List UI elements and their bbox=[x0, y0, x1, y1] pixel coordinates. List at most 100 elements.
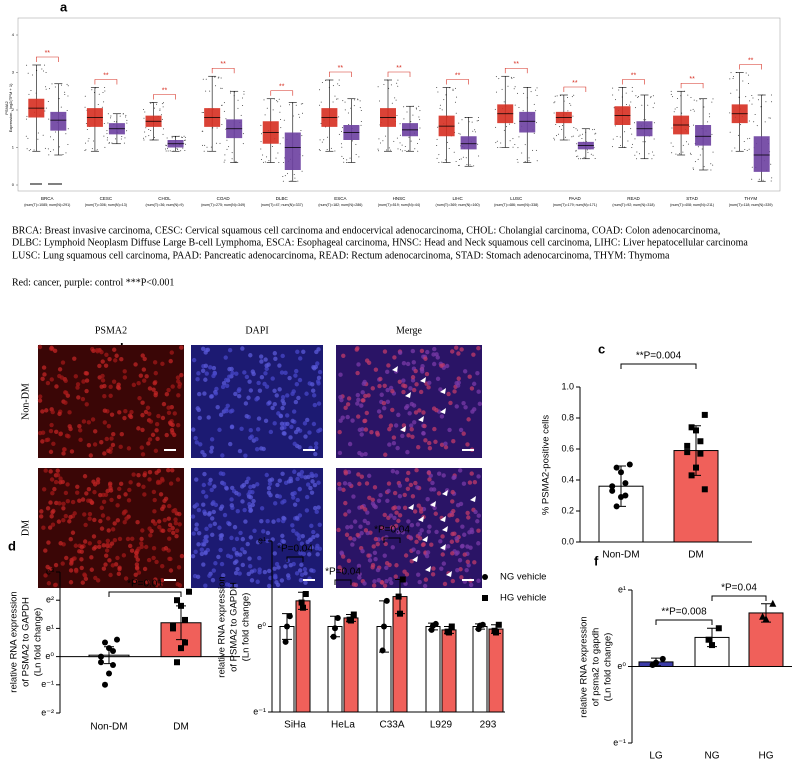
cell bbox=[292, 441, 297, 447]
cell bbox=[141, 484, 146, 489]
sample-dot bbox=[770, 163, 772, 165]
cell bbox=[454, 345, 459, 350]
cell bbox=[315, 543, 320, 549]
data-point bbox=[759, 612, 767, 620]
cell bbox=[346, 558, 352, 564]
cell bbox=[307, 430, 312, 435]
cell bbox=[280, 353, 285, 359]
cell bbox=[305, 482, 311, 487]
cell bbox=[195, 574, 201, 580]
data-point bbox=[170, 625, 176, 632]
cell bbox=[58, 476, 63, 481]
micrograph bbox=[38, 467, 185, 588]
cell bbox=[82, 572, 87, 577]
cell bbox=[280, 518, 286, 524]
sample-dot bbox=[260, 159, 262, 161]
sample-dot bbox=[503, 129, 505, 131]
cell bbox=[245, 541, 250, 547]
cell bbox=[112, 537, 118, 543]
legend-marker bbox=[482, 574, 488, 580]
sample-dot bbox=[630, 101, 632, 103]
cell bbox=[224, 486, 229, 491]
cell bbox=[431, 487, 437, 492]
cell bbox=[450, 349, 455, 354]
cell bbox=[106, 516, 111, 521]
micrograph bbox=[37, 344, 184, 458]
cell bbox=[84, 491, 89, 496]
cell bbox=[140, 412, 145, 418]
cell bbox=[406, 519, 411, 524]
panel-letter: f bbox=[594, 553, 599, 568]
cell bbox=[430, 572, 436, 577]
cell bbox=[91, 534, 97, 539]
cell bbox=[394, 563, 399, 568]
sample-dot bbox=[729, 112, 731, 114]
cell bbox=[431, 406, 437, 411]
cell bbox=[259, 375, 265, 380]
x-tick-label: STAD bbox=[686, 196, 698, 201]
cell bbox=[139, 541, 144, 546]
cell bbox=[459, 575, 464, 580]
cell bbox=[266, 485, 272, 491]
sample-dot bbox=[571, 136, 573, 138]
sample-dot bbox=[614, 125, 616, 127]
footnote: DLBC: Lymphoid Neoplasm Diffuse Large B-… bbox=[12, 237, 748, 248]
sample-dot bbox=[30, 89, 32, 91]
sample-dot bbox=[631, 143, 633, 145]
sample-dot bbox=[501, 88, 503, 90]
significance-bracket bbox=[211, 67, 235, 74]
significance-label: ** bbox=[514, 61, 520, 68]
cell bbox=[270, 405, 275, 411]
cell bbox=[337, 450, 343, 456]
sample-dot bbox=[84, 150, 86, 152]
cell bbox=[143, 544, 149, 550]
sample-dot bbox=[162, 133, 164, 135]
sample-dot bbox=[401, 150, 403, 152]
cell bbox=[269, 477, 275, 482]
sample-dot bbox=[284, 175, 286, 177]
sample-dot bbox=[343, 158, 345, 160]
cell bbox=[277, 494, 282, 499]
cell bbox=[317, 522, 322, 528]
sample-dot bbox=[143, 137, 145, 139]
data-point bbox=[609, 483, 616, 490]
sample-dot bbox=[581, 138, 583, 140]
x-tick-label: ESCA bbox=[334, 196, 346, 201]
cell bbox=[449, 539, 455, 544]
cell bbox=[201, 489, 206, 495]
cell bbox=[87, 511, 93, 517]
cell bbox=[427, 524, 432, 529]
sample-dot bbox=[162, 128, 164, 130]
cell bbox=[424, 553, 430, 559]
sample-dot bbox=[634, 107, 636, 109]
sample-dot bbox=[403, 118, 405, 120]
cell bbox=[239, 547, 245, 552]
data-point bbox=[106, 670, 112, 677]
cell bbox=[133, 572, 138, 578]
cell bbox=[415, 522, 421, 527]
cell bbox=[79, 565, 84, 571]
sample-dot bbox=[524, 161, 526, 163]
cell bbox=[462, 552, 467, 557]
sample-dot bbox=[243, 90, 245, 92]
sample-dot bbox=[748, 120, 750, 122]
sample-dot bbox=[67, 144, 69, 146]
sample-dot bbox=[631, 146, 633, 148]
sample-dot bbox=[120, 138, 122, 140]
cell bbox=[197, 415, 202, 421]
cell bbox=[235, 566, 240, 572]
significance-bracket bbox=[504, 67, 528, 74]
cell bbox=[299, 469, 305, 475]
cell bbox=[117, 486, 122, 492]
cell bbox=[462, 532, 467, 537]
cell bbox=[227, 348, 233, 353]
sample-dot bbox=[156, 103, 158, 105]
cell bbox=[338, 394, 343, 400]
sample-dot bbox=[495, 91, 497, 93]
cell bbox=[109, 436, 114, 441]
x-tick-label: THYM bbox=[744, 196, 757, 201]
sample-dot bbox=[91, 89, 93, 91]
cell bbox=[172, 432, 177, 438]
cell bbox=[63, 390, 68, 395]
cell bbox=[385, 387, 390, 393]
